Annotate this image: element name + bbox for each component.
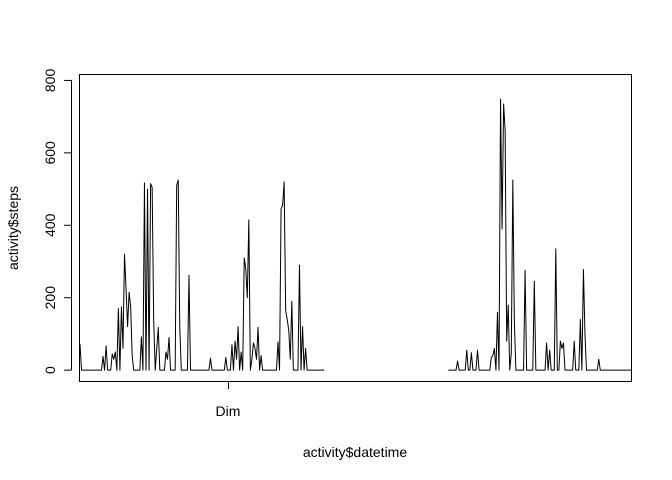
series-line-segment-2 [448,98,631,371]
x-axis: Dim [216,381,241,419]
y-tick-label: 0 [42,366,58,374]
series-group [79,98,631,371]
x-tick-label: Dim [216,403,241,419]
y-tick-label: 200 [42,286,58,310]
y-tick-label: 400 [42,213,58,237]
y-axis: 0 200 400 600 800 [42,69,72,374]
series-line-segment-1 [79,179,325,371]
y-axis-title: activity$steps [5,186,21,270]
y-tick-label: 600 [42,141,58,165]
x-axis-title: activity$datetime [303,444,407,460]
plot-box [79,74,632,382]
y-tick-label: 800 [42,69,58,93]
